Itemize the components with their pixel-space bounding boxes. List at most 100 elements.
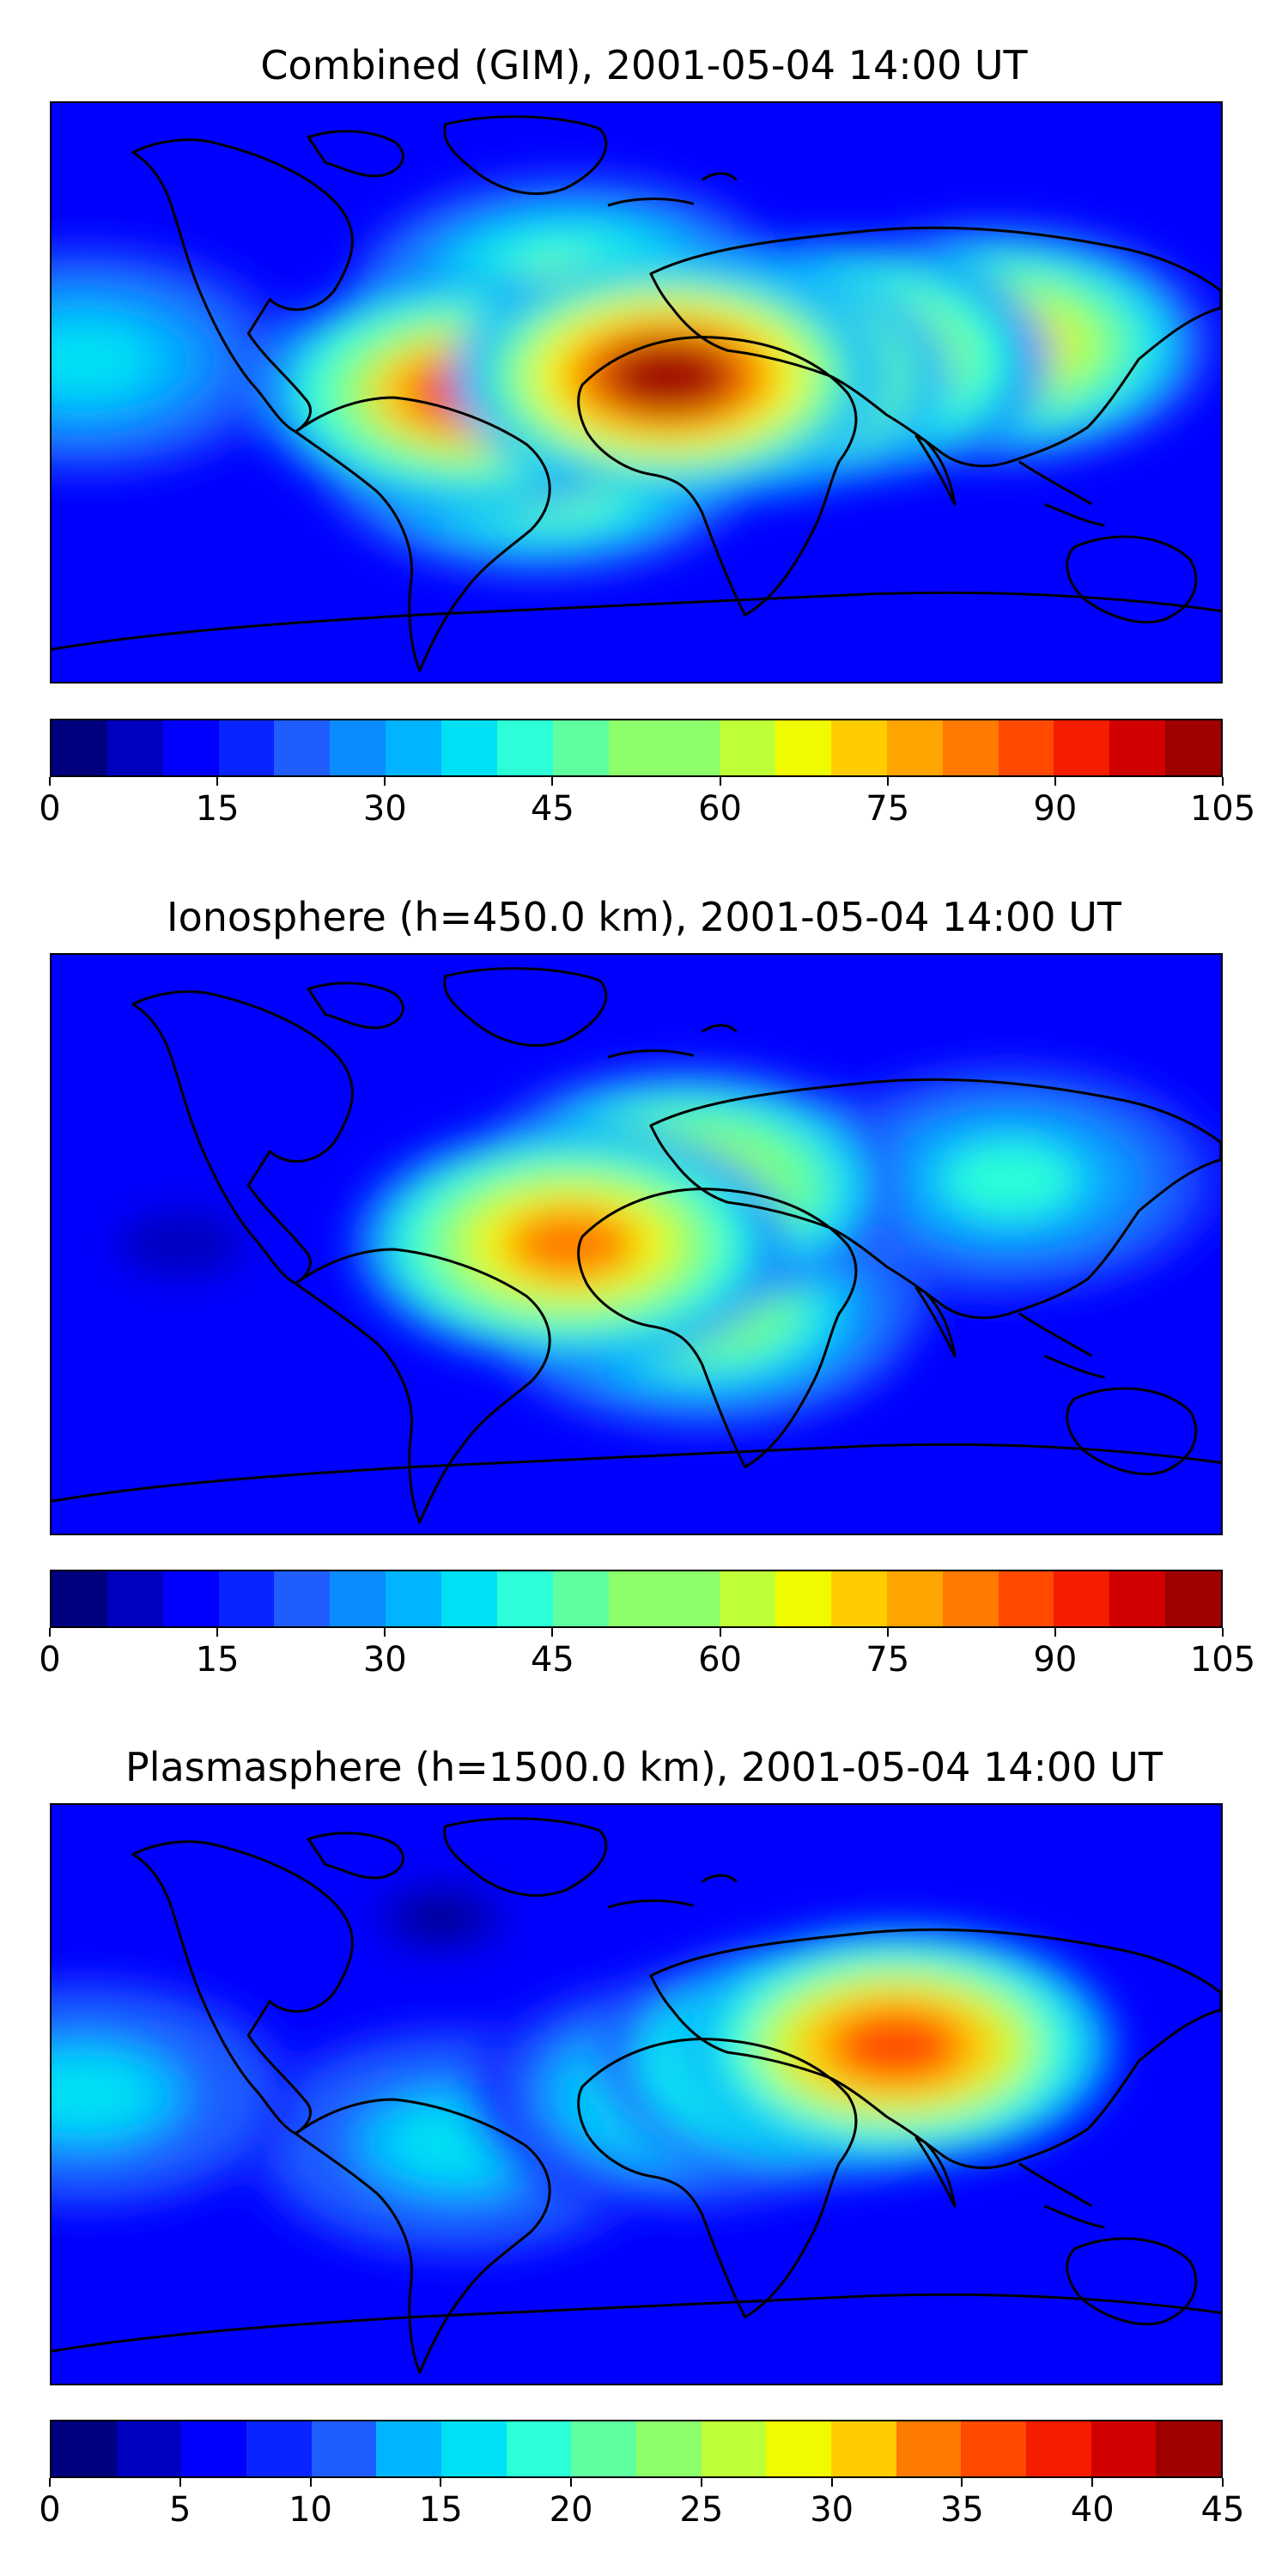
colorbar-tick-mark <box>1222 2478 1224 2487</box>
colorbar-segment <box>441 2421 507 2476</box>
colorbar-segment <box>496 720 553 775</box>
heatmap-plot <box>52 103 1221 682</box>
colorbar <box>50 1570 1223 1628</box>
colorbar-segment <box>330 720 386 775</box>
colorbar-tick-label: 90 <box>1033 789 1078 829</box>
colorbar-segment <box>116 2421 182 2476</box>
colorbar-segment <box>552 1571 609 1626</box>
colorbar-segment <box>106 1571 163 1626</box>
colorbar-tick-mark <box>384 777 386 786</box>
colorbar-segment <box>274 1571 331 1626</box>
colorbar-segment <box>886 1571 943 1626</box>
colorbar-segment <box>571 2421 637 2476</box>
colorbar-tick-label: 105 <box>1189 1640 1256 1680</box>
colorbar-segment <box>1054 1571 1110 1626</box>
colorbar-segment <box>1091 2421 1157 2476</box>
colorbar-tick-mark <box>961 2478 963 2487</box>
colorbar-tick-mark <box>440 2478 442 2487</box>
colorbar-segment <box>608 720 665 775</box>
value-region-0-level-4 <box>52 323 151 398</box>
colorbar-segment <box>52 1571 107 1626</box>
colorbar-tick-label: 60 <box>698 789 743 829</box>
colorbar-segment <box>896 2421 962 2476</box>
value-region-0-level-4 <box>410 1900 472 1935</box>
colorbar-tick-label: 45 <box>530 789 574 829</box>
colorbar-tick-label: 30 <box>810 2490 854 2530</box>
colorbar-tick-mark <box>49 1628 51 1637</box>
colorbar-segment <box>664 1571 720 1626</box>
colorbar-tick-mark <box>719 777 721 786</box>
colorbar-tick-label: 30 <box>362 1640 407 1680</box>
heatmap-plot <box>52 955 1221 1534</box>
colorbar-segment <box>998 1571 1054 1626</box>
colorbar-tick-mark <box>700 2478 702 2487</box>
colorbar-segment <box>1165 720 1222 775</box>
colorbar-tick-mark <box>1222 1628 1224 1637</box>
colorbar <box>50 719 1223 777</box>
colorbar-segment <box>181 2421 247 2476</box>
colorbar-segment <box>1165 1571 1222 1626</box>
heatmap-plot <box>52 1805 1221 2384</box>
colorbar-segment <box>330 1571 386 1626</box>
colorbar-segment <box>506 2421 572 2476</box>
colorbar-segment <box>311 2421 377 2476</box>
colorbar-tick-label: 5 <box>169 2490 191 2530</box>
colorbar-tick-label: 45 <box>1200 2490 1245 2530</box>
colorbar-tick-mark <box>309 2478 312 2487</box>
colorbar-segment <box>831 1571 887 1626</box>
colorbar <box>50 2420 1223 2478</box>
colorbar-segment <box>441 720 497 775</box>
colorbar-tick-mark <box>570 2478 573 2487</box>
colorbar-segment <box>218 720 275 775</box>
heatmap-map <box>50 101 1223 683</box>
colorbar-tick-label: 75 <box>866 789 910 829</box>
colorbar-tick-label: 60 <box>698 1640 743 1680</box>
colorbar-tick-mark <box>1054 777 1056 786</box>
colorbar-segment <box>775 1571 832 1626</box>
colorbar-tick-mark <box>1054 1628 1056 1637</box>
colorbar-segment <box>376 2421 442 2476</box>
colorbar-tick-mark <box>830 2478 833 2487</box>
value-region-7-level-4 <box>602 339 736 413</box>
colorbar-ticks: 0 15 30 45 60 75 90 105 <box>39 1628 1255 1680</box>
colorbar-segment <box>664 720 720 775</box>
colorbar-segment <box>942 720 999 775</box>
colorbar-segment <box>1054 720 1110 775</box>
colorbar-tick-label: 10 <box>289 2490 332 2530</box>
colorbar-segment <box>608 1571 665 1626</box>
chart-title: Combined (GIM), 2001-05-04 14:00 UT <box>260 42 1028 88</box>
colorbar-tick-label: 20 <box>549 2490 593 2530</box>
value-region-2-level-4 <box>52 2057 151 2131</box>
colorbar-tick-mark <box>886 1628 889 1637</box>
colorbar-segment <box>1109 720 1166 775</box>
colorbar-tick-mark <box>384 1628 386 1637</box>
colorbar-tick-mark <box>551 1628 554 1637</box>
chart-title: Ionosphere (h=450.0 km), 2001-05-04 14:0… <box>167 894 1121 940</box>
colorbar-segment <box>52 720 107 775</box>
colorbar-ticks: 0 5 10 15 20 25 30 35 40 45 <box>39 2478 1244 2530</box>
value-region-5-level-4 <box>504 1207 639 1281</box>
chart-title: Plasmasphere (h=1500.0 km), 2001-05-04 1… <box>125 1744 1163 1790</box>
colorbar-segment <box>386 1571 442 1626</box>
colorbar-tick-mark <box>551 777 554 786</box>
colorbar-segment <box>441 1571 497 1626</box>
colorbar-tick-mark <box>719 1628 721 1637</box>
colorbar-segment <box>831 720 887 775</box>
colorbar-segment <box>162 1571 219 1626</box>
colorbar-tick-label: 15 <box>195 789 240 829</box>
colorbar-segment <box>274 720 331 775</box>
colorbar-segment <box>886 720 943 775</box>
colorbar-tick-mark <box>1091 2478 1094 2487</box>
value-region-2-level-4 <box>943 1143 1077 1217</box>
colorbar-tick-label: 0 <box>39 789 61 829</box>
colorbar-tick-label: 30 <box>362 789 407 829</box>
colorbar-tick-label: 90 <box>1033 1640 1078 1680</box>
colorbar-tick-label: 0 <box>39 2490 61 2530</box>
colorbar-tick-mark <box>179 2478 181 2487</box>
colorbar-tick-mark <box>49 777 51 786</box>
value-region-5-level-4 <box>829 2009 963 2083</box>
colorbar-segment <box>386 720 442 775</box>
colorbar-segment <box>831 2421 896 2476</box>
colorbar-segment <box>162 720 219 775</box>
colorbar-segment <box>106 720 163 775</box>
